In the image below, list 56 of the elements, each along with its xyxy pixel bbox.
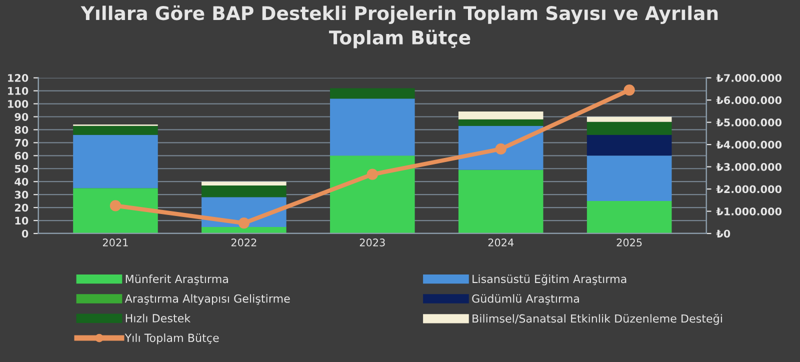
- y-tick-label: 20: [15, 204, 28, 212]
- bar: [202, 185, 286, 198]
- bar: [458, 170, 544, 234]
- y2-tick-label: ₺7.000.000: [716, 74, 782, 82]
- y-tick-label: 90: [14, 112, 28, 121]
- y-tick-label: 60: [14, 152, 28, 160]
- legend-label: Yılı Toplam Bütçe: [124, 333, 219, 344]
- x-tick-label: 2025: [616, 238, 642, 246]
- legend-label: Hızlı Destek: [126, 314, 191, 322]
- x-tick-label: 2021: [102, 238, 128, 246]
- y-tick-label: 70: [14, 138, 28, 147]
- y2-tick-label: ₺2.000.000: [716, 185, 782, 194]
- point: [110, 200, 122, 212]
- point: [495, 143, 506, 155]
- bar: [586, 156, 672, 202]
- bar: [330, 156, 415, 234]
- bar: [73, 188, 158, 234]
- bar: [458, 112, 544, 120]
- y-tick-label: 30: [14, 190, 28, 199]
- x-tick-label: 2022: [231, 238, 256, 246]
- y2-tick-label: ₺4.000.000: [716, 140, 782, 149]
- y-tick-label: 10: [15, 216, 28, 225]
- bar: [202, 182, 286, 186]
- bar: [458, 119, 544, 126]
- point: [366, 168, 378, 180]
- bar: [73, 126, 158, 135]
- y-tick-label: 0: [22, 230, 28, 238]
- x-tick-label: 2023: [360, 238, 385, 246]
- legend-label: Lisansüstü Eğitim Araştırma: [472, 274, 626, 286]
- y-tick-label: 40: [14, 178, 28, 186]
- y2-tick-label: ₺6.000.000: [716, 96, 782, 104]
- chart-title: Yıllara Göre BAP Destekli Projelerin Toplam Sayısı ve Ayrılan Toplam Bütçe: [80, 5, 718, 48]
- bar: [586, 134, 672, 156]
- y-tick-label: 80: [14, 126, 28, 134]
- y2-tick-label: ₺1.000.000: [716, 207, 782, 216]
- y-tick-label: 110: [8, 87, 28, 95]
- legend-label: Güdümlü Araştırma: [472, 294, 579, 305]
- legend-label: Bilimsel/Sanatsal Etkinlik Düzenleme Desteği: [472, 314, 722, 325]
- y-tick-label: 120: [8, 74, 28, 82]
- bar: [330, 98, 415, 156]
- x-tick-label: 2024: [488, 238, 514, 246]
- y2-tick-label: ₺3.000.000: [716, 163, 782, 171]
- y-tick-label: 100: [8, 100, 28, 108]
- bar: [586, 201, 672, 234]
- legend-label: Münferit Araştırma: [126, 274, 228, 286]
- point: [238, 217, 250, 229]
- y2-tick-label: ₺0: [716, 230, 730, 238]
- bar: [202, 227, 286, 234]
- legend-label: Araştırma Altyapısı Geliştirme: [124, 294, 290, 305]
- bar: [586, 116, 672, 122]
- bar: [586, 122, 672, 135]
- y2-tick-label: ₺5.000.000: [716, 118, 782, 126]
- bar: [330, 88, 415, 99]
- point: [624, 84, 635, 96]
- y-tick-label: 50: [14, 164, 28, 173]
- bar: [73, 134, 158, 188]
